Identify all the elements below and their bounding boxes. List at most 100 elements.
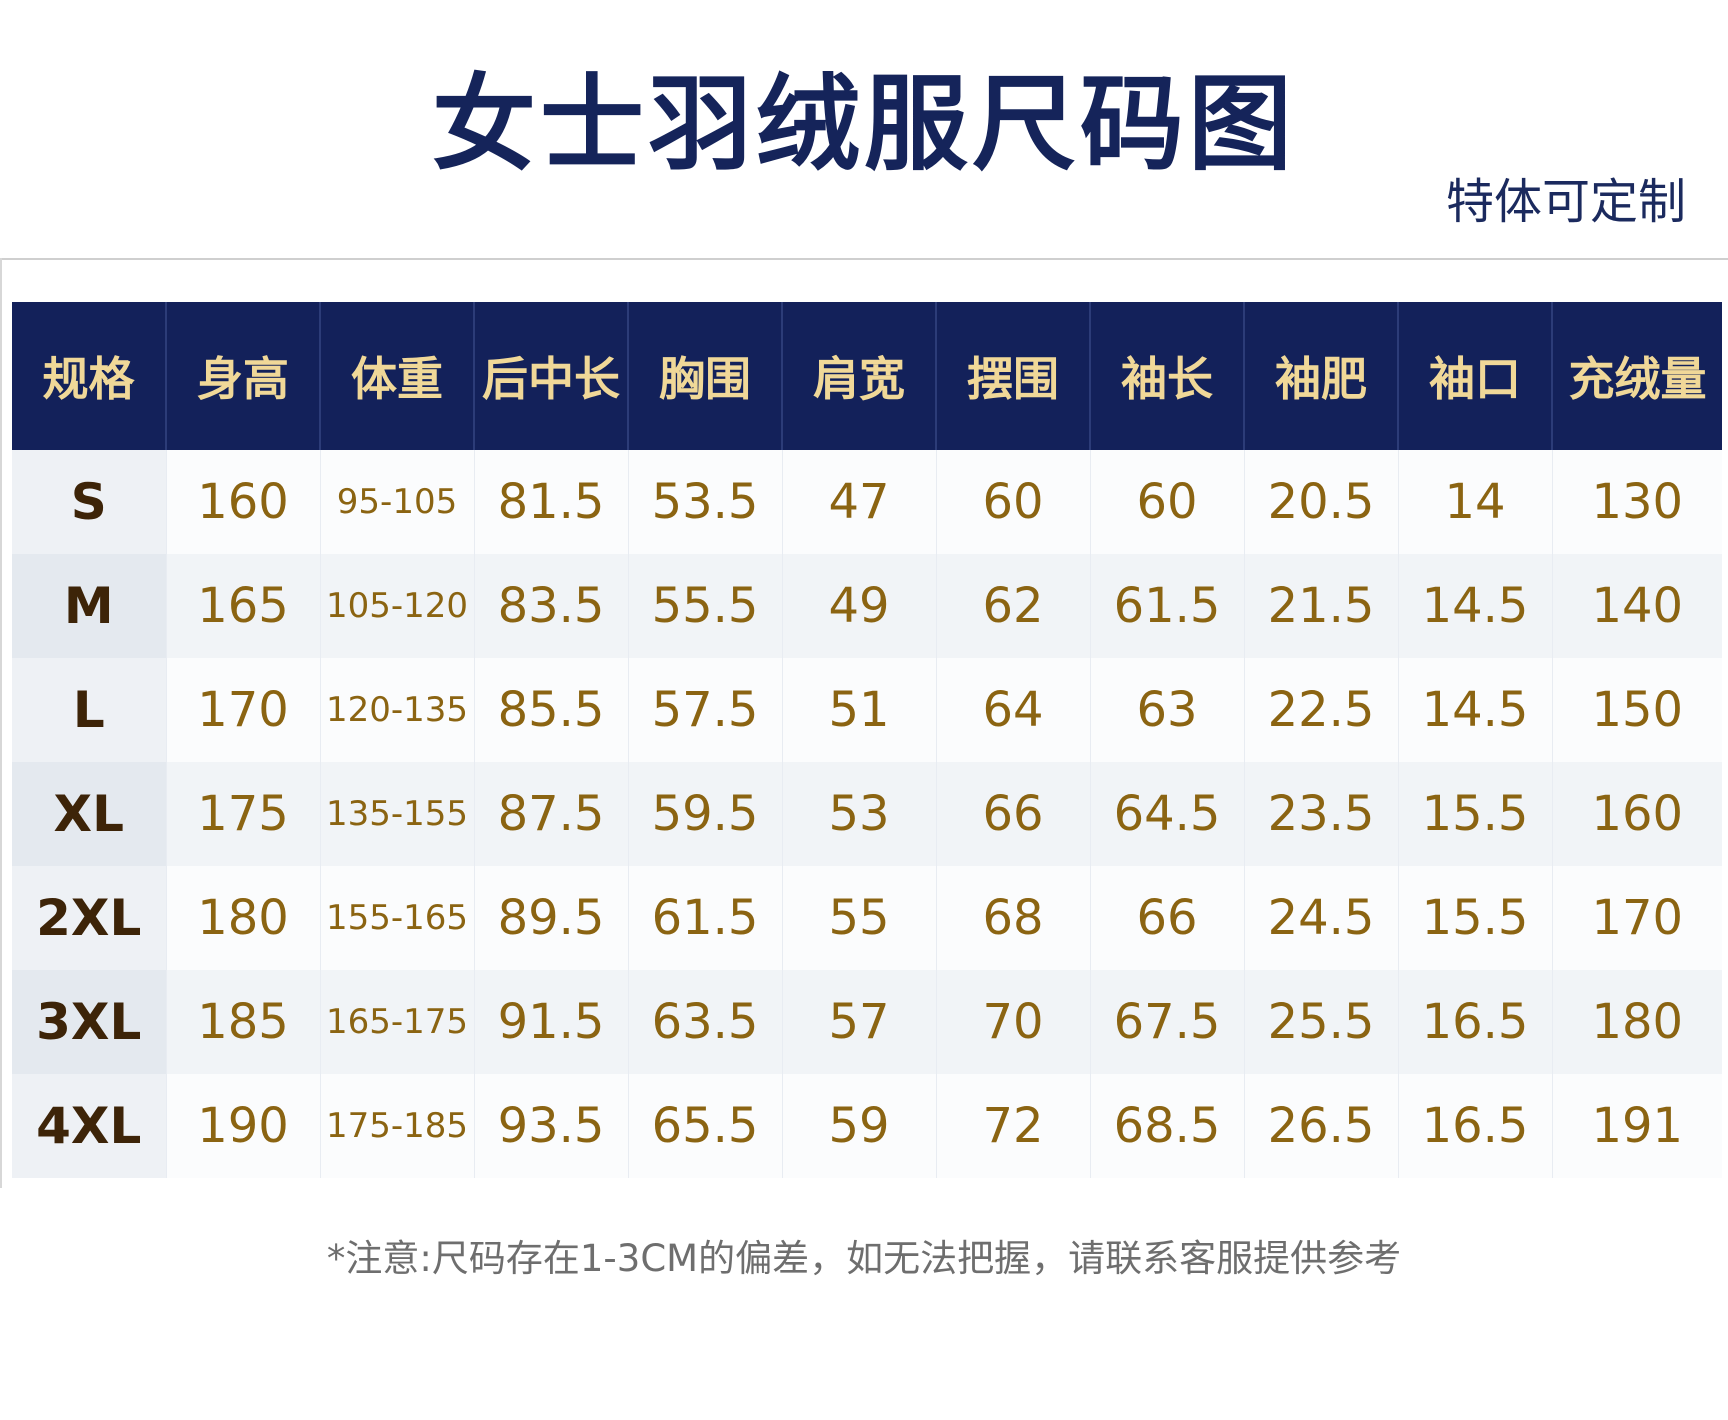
table-cell: 53.5 xyxy=(628,450,783,554)
size-cell: M xyxy=(12,554,167,658)
table-cell: 150 xyxy=(1552,658,1722,762)
table-cell: 14.5 xyxy=(1398,554,1553,658)
table-cell: 23.5 xyxy=(1244,762,1399,866)
table-cell: 67.5 xyxy=(1090,970,1245,1074)
table-cell: 185 xyxy=(166,970,321,1074)
table-cell: 55 xyxy=(782,866,937,970)
table-cell: 175 xyxy=(166,762,321,866)
table-row: 2XL 180 155-165 89.5 61.5 55 68 66 24.5 … xyxy=(12,866,1722,970)
table-cell: 83.5 xyxy=(474,554,629,658)
table-cell: 64 xyxy=(936,658,1091,762)
table-cell: 63 xyxy=(1090,658,1245,762)
page-title: 女士羽绒服尺码图 xyxy=(431,63,1296,185)
table-cell: 15.5 xyxy=(1398,762,1553,866)
table-cell: 21.5 xyxy=(1244,554,1399,658)
size-cell: L xyxy=(12,658,167,762)
table-header-row: 规格 身高 体重 后中长 胸围 肩宽 摆围 袖长 袖肥 袖口 充绒量 xyxy=(12,302,1722,450)
table-cell: 93.5 xyxy=(474,1074,629,1178)
table-cell: 25.5 xyxy=(1244,970,1399,1074)
table-cell: 160 xyxy=(166,450,321,554)
header-cell: 身高 xyxy=(166,302,321,450)
table-cell: 61.5 xyxy=(628,866,783,970)
size-cell: S xyxy=(12,450,167,554)
table-cell: 165-175 xyxy=(320,970,475,1074)
table-cell: 14.5 xyxy=(1398,658,1553,762)
table-cell: 22.5 xyxy=(1244,658,1399,762)
table-cell: 85.5 xyxy=(474,658,629,762)
header-cell: 体重 xyxy=(320,302,475,450)
table-cell: 64.5 xyxy=(1090,762,1245,866)
table-cell: 57.5 xyxy=(628,658,783,762)
table-row: XL 175 135-155 87.5 59.5 53 66 64.5 23.5… xyxy=(12,762,1722,866)
table-cell: 20.5 xyxy=(1244,450,1399,554)
table-cell: 160 xyxy=(1552,762,1722,866)
table-cell: 15.5 xyxy=(1398,866,1553,970)
table-cell: 68.5 xyxy=(1090,1074,1245,1178)
table-cell: 59 xyxy=(782,1074,937,1178)
table-cell: 26.5 xyxy=(1244,1074,1399,1178)
table-cell: 81.5 xyxy=(474,450,629,554)
table-cell: 89.5 xyxy=(474,866,629,970)
table-cell: 140 xyxy=(1552,554,1722,658)
table-cell: 180 xyxy=(166,866,321,970)
table-cell: 60 xyxy=(1090,450,1245,554)
table-cell: 130 xyxy=(1552,450,1722,554)
table-cell: 51 xyxy=(782,658,937,762)
table-cell: 66 xyxy=(1090,866,1245,970)
size-cell: 2XL xyxy=(12,866,167,970)
table-cell: 55.5 xyxy=(628,554,783,658)
table-cell: 66 xyxy=(936,762,1091,866)
header-cell: 后中长 xyxy=(474,302,629,450)
table-row: 3XL 185 165-175 91.5 63.5 57 70 67.5 25.… xyxy=(12,970,1722,1074)
header-cell: 肩宽 xyxy=(782,302,937,450)
table-cell: 105-120 xyxy=(320,554,475,658)
table-row: 4XL 190 175-185 93.5 65.5 59 72 68.5 26.… xyxy=(12,1074,1722,1178)
header-cell: 胸围 xyxy=(628,302,783,450)
table-cell: 180 xyxy=(1552,970,1722,1074)
table-cell: 70 xyxy=(936,970,1091,1074)
table-cell: 49 xyxy=(782,554,937,658)
subtitle-custom: 特体可定制 xyxy=(1445,174,1686,230)
table-cell: 62 xyxy=(936,554,1091,658)
table-cell: 190 xyxy=(166,1074,321,1178)
header-cell: 充绒量 xyxy=(1552,302,1722,450)
header-cell: 袖口 xyxy=(1398,302,1553,450)
table-cell: 120-135 xyxy=(320,658,475,762)
table-cell: 72 xyxy=(936,1074,1091,1178)
header-cell: 袖长 xyxy=(1090,302,1245,450)
table-cell: 135-155 xyxy=(320,762,475,866)
table-cell: 95-105 xyxy=(320,450,475,554)
table-row: M 165 105-120 83.5 55.5 49 62 61.5 21.5 … xyxy=(12,554,1722,658)
table-cell: 60 xyxy=(936,450,1091,554)
table-row: S 160 95-105 81.5 53.5 47 60 60 20.5 14 … xyxy=(12,450,1722,554)
table-cell: 47 xyxy=(782,450,937,554)
size-cell: 3XL xyxy=(12,970,167,1074)
table-cell: 16.5 xyxy=(1398,1074,1553,1178)
table-cell: 61.5 xyxy=(1090,554,1245,658)
table-cell: 170 xyxy=(166,658,321,762)
table-cell: 170 xyxy=(1552,866,1722,970)
table-cell: 24.5 xyxy=(1244,866,1399,970)
size-cell: XL xyxy=(12,762,167,866)
table-cell: 14 xyxy=(1398,450,1553,554)
disclaimer-note: *注意:尺码存在1-3CM的偏差，如无法把握，请联系客服提供参考 xyxy=(326,1237,1402,1280)
table-cell: 91.5 xyxy=(474,970,629,1074)
table-cell: 155-165 xyxy=(320,866,475,970)
table-row: L 170 120-135 85.5 57.5 51 64 63 22.5 14… xyxy=(12,658,1722,762)
table-cell: 191 xyxy=(1552,1074,1722,1178)
table-cell: 59.5 xyxy=(628,762,783,866)
table-cell: 68 xyxy=(936,866,1091,970)
size-cell: 4XL xyxy=(12,1074,167,1178)
table-cell: 87.5 xyxy=(474,762,629,866)
table-cell: 16.5 xyxy=(1398,970,1553,1074)
table-cell: 53 xyxy=(782,762,937,866)
header-cell: 袖肥 xyxy=(1244,302,1399,450)
divider xyxy=(0,258,1728,260)
table-cell: 65.5 xyxy=(628,1074,783,1178)
table-cell: 57 xyxy=(782,970,937,1074)
size-table-container: 规格 身高 体重 后中长 胸围 肩宽 摆围 袖长 袖肥 袖口 充绒量 S 160… xyxy=(12,302,1722,1178)
table-cell: 175-185 xyxy=(320,1074,475,1178)
header-cell: 摆围 xyxy=(936,302,1091,450)
left-rule xyxy=(0,258,2,1188)
size-table: 规格 身高 体重 后中长 胸围 肩宽 摆围 袖长 袖肥 袖口 充绒量 S 160… xyxy=(12,302,1722,1178)
